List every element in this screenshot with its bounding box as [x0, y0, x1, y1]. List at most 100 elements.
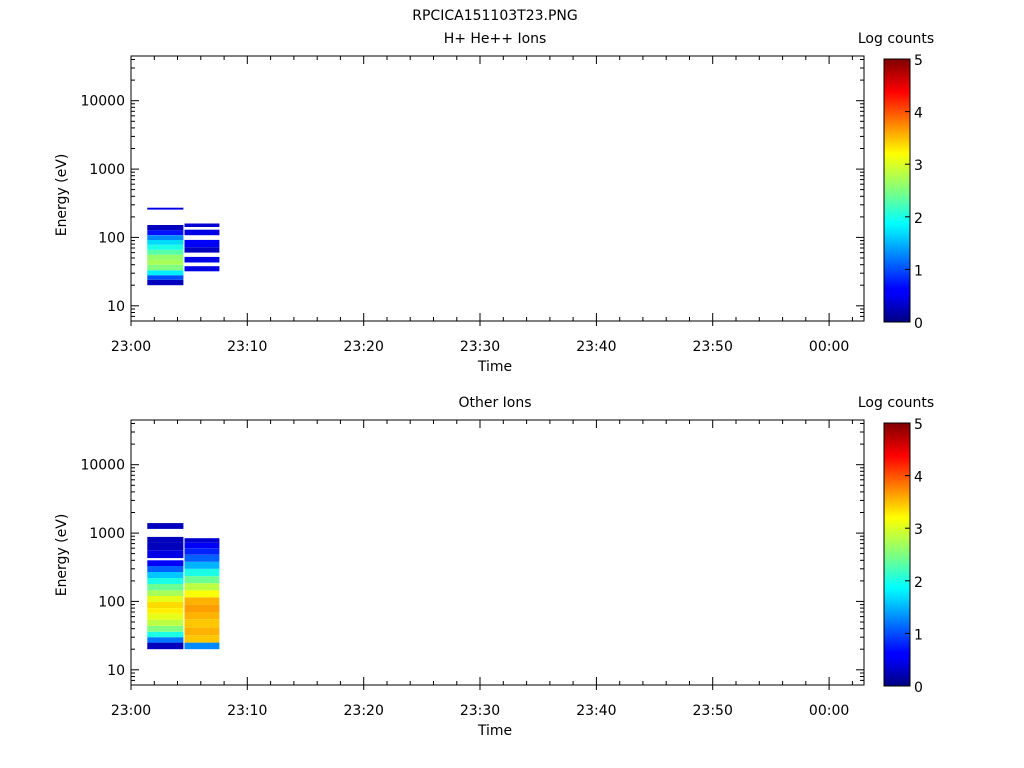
x-tick-label: 23:40 — [576, 339, 616, 355]
y-tick-label: 10 — [107, 663, 125, 679]
heatmap-cell — [147, 235, 184, 240]
colorbar-tick-label: 5 — [914, 53, 923, 69]
heatmap-cell — [184, 554, 220, 562]
y-tick-label: 100 — [98, 230, 125, 246]
heatmap-cell — [147, 225, 184, 231]
heatmap-cell — [184, 597, 220, 605]
heatmap-cell — [184, 619, 220, 628]
colorbar-tick-label: 4 — [914, 106, 923, 122]
heatmap-cell — [147, 275, 184, 280]
heatmap-cell — [147, 536, 184, 543]
heatmap-cell — [147, 571, 184, 578]
x-tick-label: 23:00 — [111, 339, 151, 355]
heatmap-cell — [147, 244, 184, 250]
heatmap-cell — [184, 568, 220, 577]
panel-top-colorbar-label: Log counts — [858, 31, 934, 47]
heatmap-cell — [147, 270, 184, 276]
panel-top-colorbar-ticks: 0 1 2 3 4 5 — [905, 53, 923, 332]
colorbar-tick-label: 4 — [914, 470, 923, 486]
panel-bottom-y-ticks: 10 100 1000 10000 — [80, 423, 864, 686]
colorbar-tick-label: 5 — [914, 417, 923, 433]
y-tick-label: 1000 — [89, 526, 125, 542]
heatmap-cell — [147, 578, 184, 584]
heatmap-cell — [147, 207, 184, 210]
panel-bottom-x-ticks: 23:00 23:10 23:20 23:30 23:40 23:50 00:00 — [111, 420, 853, 719]
panel-top-data — [147, 207, 220, 286]
y-tick-label: 10 — [107, 299, 125, 315]
heatmap-cell — [147, 523, 184, 529]
colorbar-tick-label: 0 — [914, 680, 923, 696]
heatmap-cell — [184, 542, 220, 549]
heatmap-cell — [184, 223, 220, 227]
panel-bottom-colorbar-label: Log counts — [858, 395, 934, 411]
heatmap-cell — [184, 612, 220, 620]
panel-bottom-xlabel: Time — [477, 723, 512, 739]
x-tick-label: 23:00 — [111, 703, 151, 719]
panel-top-plot-frame — [130, 55, 865, 322]
heatmap-cell — [184, 256, 220, 263]
heatmap-cell — [184, 247, 220, 253]
panel-top-ylabel: Energy (eV) — [54, 154, 70, 237]
heatmap-cell — [184, 635, 220, 643]
heatmap-cell — [147, 254, 184, 260]
y-tick-label: 100 — [98, 594, 125, 610]
heatmap-cell — [147, 608, 184, 614]
panel-bottom-colorbar — [883, 422, 911, 687]
heatmap-cell — [147, 619, 184, 626]
heatmap-cell — [184, 604, 220, 613]
heatmap-cell — [147, 566, 184, 572]
panel-bottom-data — [147, 523, 220, 650]
heatmap-cell — [147, 642, 184, 650]
heatmap-cell — [184, 229, 220, 236]
heatmap-cell — [184, 583, 220, 591]
heatmap-cell — [184, 642, 220, 650]
panel-bottom-colorbar-ticks: 0 1 2 3 4 5 — [905, 417, 923, 696]
heatmap-cell — [147, 279, 184, 286]
heatmap-cell — [184, 561, 220, 569]
heatmap-cell — [147, 602, 184, 608]
heatmap-cell — [184, 266, 220, 272]
heatmap-cell — [184, 576, 220, 584]
x-tick-label: 23:30 — [460, 703, 500, 719]
x-tick-label: 23:20 — [344, 339, 384, 355]
colorbar-tick-label: 1 — [914, 627, 923, 643]
heatmap-cell — [147, 637, 184, 643]
heatmap-cell — [184, 627, 220, 636]
x-tick-label: 23:40 — [576, 703, 616, 719]
x-tick-label: 23:30 — [460, 339, 500, 355]
x-tick-label: 23:20 — [344, 703, 384, 719]
heatmap-cell — [147, 249, 184, 255]
heatmap-cell — [147, 259, 184, 265]
heatmap-cell — [184, 538, 220, 543]
panel-top-title: H+ He++ Ions — [444, 31, 547, 47]
heatmap-cell — [147, 596, 184, 602]
heatmap-cell — [147, 264, 184, 271]
heatmap-cell — [147, 239, 184, 245]
x-tick-label: 00:00 — [809, 703, 849, 719]
panel-bottom-ylabel: Energy (eV) — [54, 514, 70, 597]
x-tick-label: 23:50 — [693, 339, 733, 355]
x-tick-label: 23:50 — [693, 703, 733, 719]
colorbar-tick-label: 2 — [914, 211, 923, 227]
colorbar-tick-label: 1 — [914, 263, 923, 279]
heatmap-cell — [147, 542, 184, 551]
heatmap-cell — [147, 560, 184, 566]
heatmap-cell — [147, 590, 184, 596]
heatmap-cell — [184, 239, 220, 248]
panel-top-x-ticks: 23:00 23:10 23:20 23:30 23:40 23:50 00:00 — [111, 56, 853, 355]
y-tick-label: 1000 — [89, 162, 125, 178]
x-tick-label: 23:10 — [227, 703, 267, 719]
y-tick-label: 10000 — [80, 94, 125, 110]
colorbar-tick-label: 2 — [914, 575, 923, 591]
x-tick-label: 23:10 — [227, 339, 267, 355]
panel-top-xlabel: Time — [477, 359, 512, 375]
panel-bottom-plot-frame — [130, 419, 865, 686]
y-tick-label: 10000 — [80, 458, 125, 474]
colorbar-tick-label: 0 — [914, 316, 923, 332]
panel-top-colorbar — [883, 58, 911, 323]
heatmap-cell — [147, 631, 184, 638]
panel-top-y-ticks: 10 100 1000 10000 — [80, 59, 864, 322]
